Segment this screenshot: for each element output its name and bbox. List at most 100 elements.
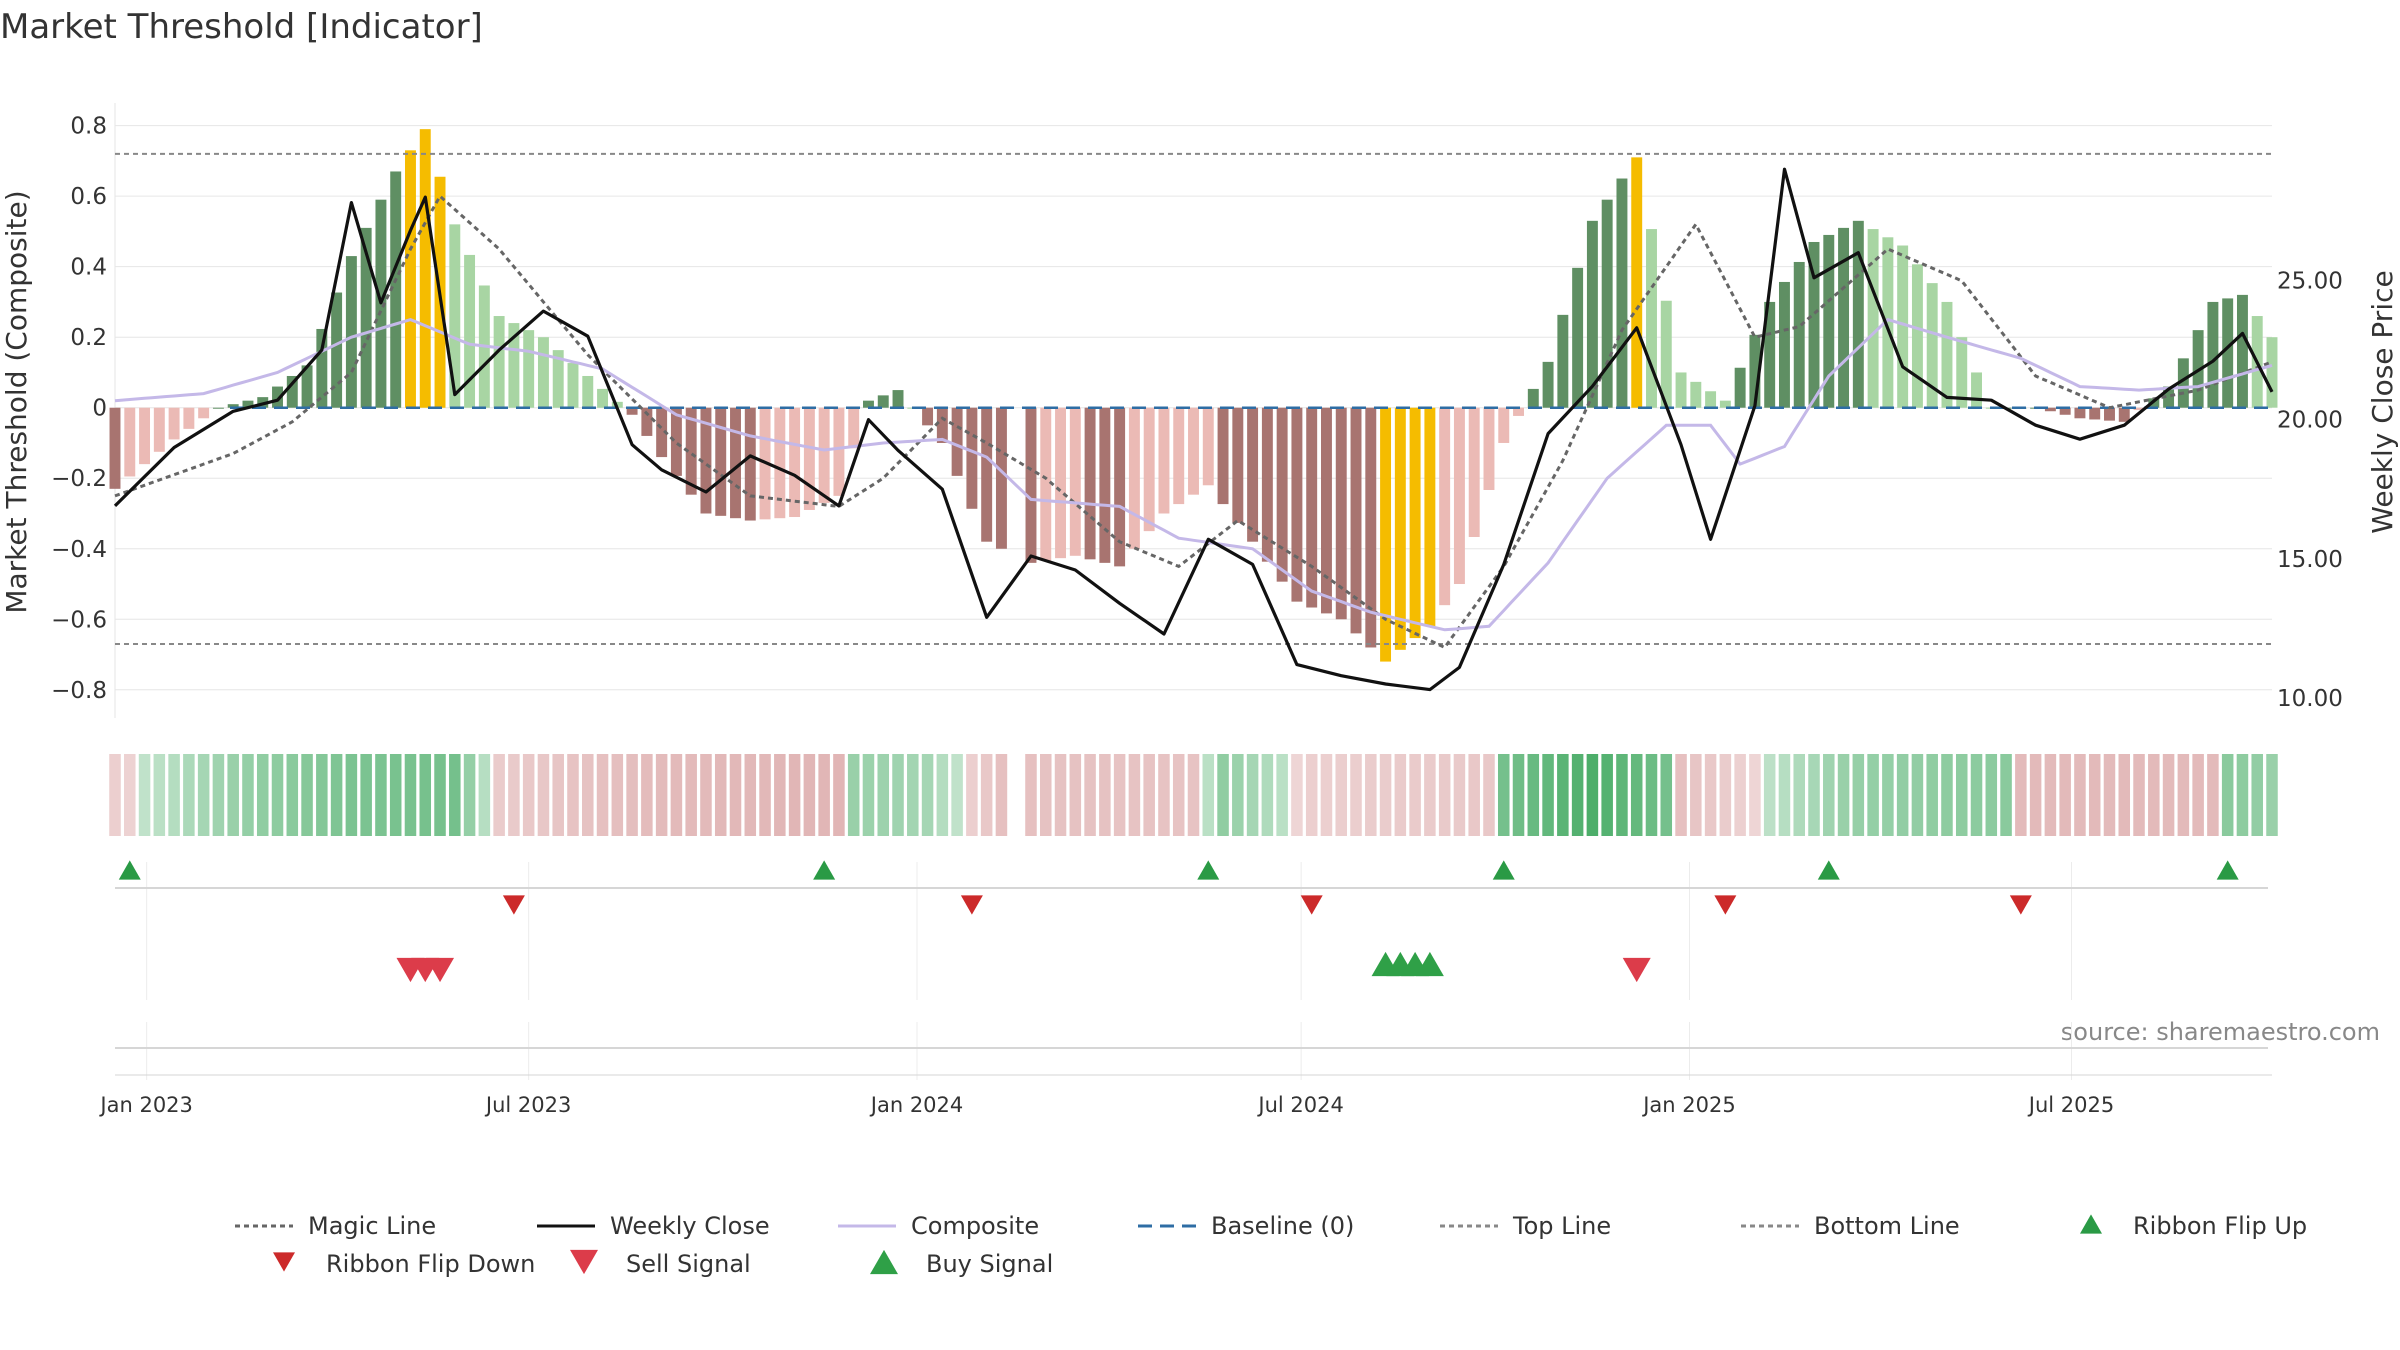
ribbon-cell	[1379, 754, 1392, 836]
y-tick-left: 0.2	[70, 325, 107, 351]
legend-label: Baseline (0)	[1211, 1212, 1354, 1240]
x-tick: Jan 2025	[1641, 1093, 1736, 1117]
composite-bar	[2207, 301, 2219, 408]
ribbon-flip-up-marker	[1197, 860, 1220, 880]
composite-bars	[109, 129, 2278, 662]
ribbon-cell	[2192, 754, 2204, 836]
ribbon-cell	[212, 754, 225, 836]
composite-bar	[626, 407, 638, 415]
composite-bar	[153, 407, 165, 452]
composite-bar	[345, 256, 357, 408]
legend-item: Buy Signal	[870, 1249, 1053, 1278]
ribbon-cell	[803, 754, 816, 836]
overlay-lines	[113, 152, 2274, 692]
ribbon-cell	[1719, 754, 1732, 836]
composite-bar	[1852, 220, 1864, 408]
ribbon-flip-up-marker	[1492, 860, 1515, 880]
x-tick: Jul 2025	[2027, 1093, 2114, 1117]
composite-bar	[2222, 298, 2234, 408]
composite-bar	[1439, 407, 1451, 606]
composite-bar	[1867, 229, 1879, 408]
ribbon-cell	[2088, 754, 2101, 836]
y-axis-label-right: Weekly Close Price	[2366, 270, 2399, 533]
composite-bar	[1778, 281, 1790, 408]
ribbon-cell	[2103, 754, 2116, 836]
legend-label: Sell Signal	[626, 1250, 751, 1278]
ribbon-cell	[582, 754, 594, 836]
composite-bar	[1542, 361, 1554, 408]
ribbon-cell	[1039, 754, 1052, 836]
y-tick-left: −0.8	[51, 678, 107, 704]
ribbon-cell	[2029, 754, 2042, 836]
composite-bar	[1320, 407, 1332, 614]
composite-bar	[1055, 407, 1067, 559]
ribbon-cell	[714, 754, 727, 836]
composite-bar	[1261, 407, 1273, 562]
legend-swatch	[273, 1252, 295, 1272]
y-tick-right: 25.00	[2277, 269, 2343, 295]
ribbon-cell	[1365, 754, 1377, 836]
composite-bar	[1143, 407, 1155, 532]
ribbon-cell	[921, 754, 934, 836]
sell-signal-marker	[1622, 957, 1651, 983]
weekly-close-line	[113, 167, 2274, 692]
composite-bar	[286, 375, 298, 408]
composite-bar	[212, 407, 224, 409]
composite-bar	[360, 227, 372, 408]
ribbon-cell	[1882, 754, 1894, 836]
ribbon-cell	[1985, 754, 1998, 836]
composite-bar	[419, 129, 431, 408]
ribbon-cell	[774, 754, 786, 836]
ribbon-cell	[1468, 754, 1480, 836]
composite-bar	[198, 407, 210, 419]
composite-bar	[1793, 261, 1805, 408]
composite-bar	[1040, 407, 1052, 561]
ribbon-cell	[611, 754, 624, 836]
composite-bar	[552, 350, 564, 408]
ribbon-cell	[1675, 754, 1687, 836]
ribbon-cell	[478, 754, 491, 836]
ribbon-cell	[389, 754, 402, 836]
legend-item: Weekly Close	[537, 1212, 770, 1240]
chart-title: Market Threshold [Indicator]	[0, 7, 483, 47]
composite-bar	[670, 407, 682, 476]
ribbon-cell	[966, 754, 978, 836]
ribbon-cell	[1261, 754, 1274, 836]
ribbon-cell	[1660, 754, 1673, 836]
ribbon-cell	[109, 754, 121, 836]
composite-bar	[1808, 241, 1820, 408]
composite-bar	[523, 330, 535, 408]
composite-bar	[405, 150, 416, 408]
legend-swatch	[2080, 1214, 2102, 1234]
ribbon-cell	[1202, 754, 1215, 836]
composite-bar	[789, 407, 801, 518]
ribbon-cell	[862, 754, 875, 836]
composite-bar	[1394, 407, 1406, 650]
composite-bar	[700, 407, 712, 514]
ribbon-cell	[2221, 754, 2234, 836]
ribbon-cell	[1911, 754, 1924, 836]
ribbon-cell	[1852, 754, 1865, 836]
ribbon-flip-down-marker	[1300, 895, 1323, 915]
composite-bar	[1380, 407, 1392, 662]
ribbon-strip	[109, 754, 2278, 836]
legend-label: Magic Line	[308, 1212, 436, 1240]
ribbon-cell	[434, 754, 446, 836]
ribbon-cell	[2059, 754, 2071, 836]
ribbon-cell	[2251, 754, 2263, 836]
ribbon-cell	[463, 754, 476, 836]
x-tick: Jan 2024	[869, 1093, 964, 1117]
ribbon-cell	[655, 754, 668, 836]
ribbon-cell	[744, 754, 757, 836]
composite-bar	[1247, 407, 1259, 542]
legend-item: Composite	[838, 1212, 1039, 1240]
composite-bar	[1646, 229, 1657, 408]
composite-bar	[848, 407, 860, 449]
ribbon-cell	[729, 754, 742, 836]
composite-bar	[981, 407, 993, 542]
composite-bar	[124, 407, 136, 477]
ribbon-cell	[1823, 754, 1835, 836]
composite-bar	[1453, 407, 1465, 585]
y-tick-left: −0.4	[51, 537, 107, 563]
ribbon-cell	[1084, 754, 1096, 836]
